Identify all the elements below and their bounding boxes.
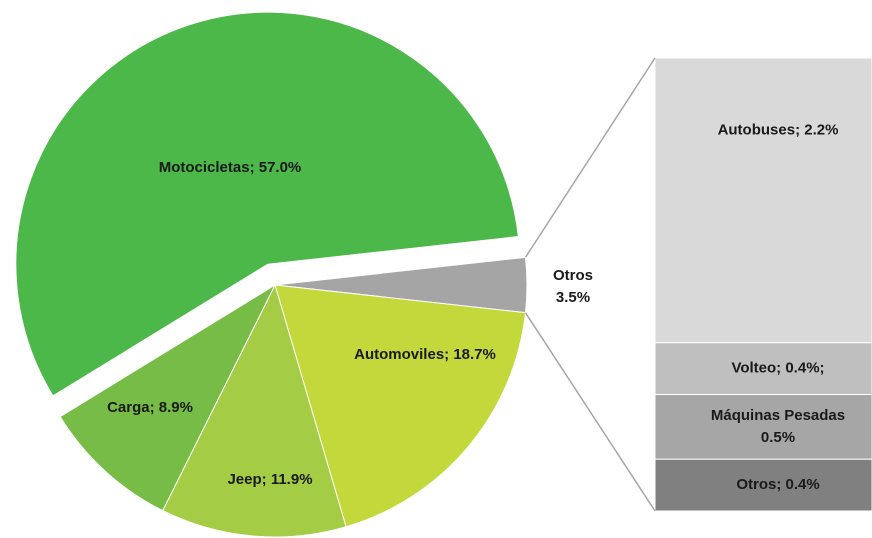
- pie-slice: [274, 284, 527, 528]
- pie-slice: [15, 11, 519, 397]
- slice-label: Automoviles; 18.7%: [354, 346, 496, 363]
- connector: [524, 57, 656, 258]
- breakdown-label: Volteo; 0.4%;: [731, 360, 824, 377]
- breakdown-label: Máquinas Pesadas 0.5%: [711, 407, 845, 446]
- breakdown-segment: [654, 458, 872, 512]
- breakdown-segment: [654, 394, 872, 460]
- slice-label: Jeep; 11.9%: [227, 471, 312, 488]
- breakdown-label: Otros; 0.4%: [736, 476, 819, 493]
- slice-label: Carga; 8.9%: [107, 399, 193, 416]
- breakdown-segment: [654, 57, 872, 344]
- slice-label: Otros 3.5%: [553, 267, 593, 306]
- pie-slice: [162, 283, 347, 538]
- breakdown-label: Autobuses; 2.2%: [718, 121, 839, 138]
- breakdown-segment: [654, 342, 872, 396]
- pie-slice: [59, 283, 277, 512]
- connector: [524, 312, 656, 512]
- slice-label: Motocicletas; 57.0%: [159, 159, 302, 176]
